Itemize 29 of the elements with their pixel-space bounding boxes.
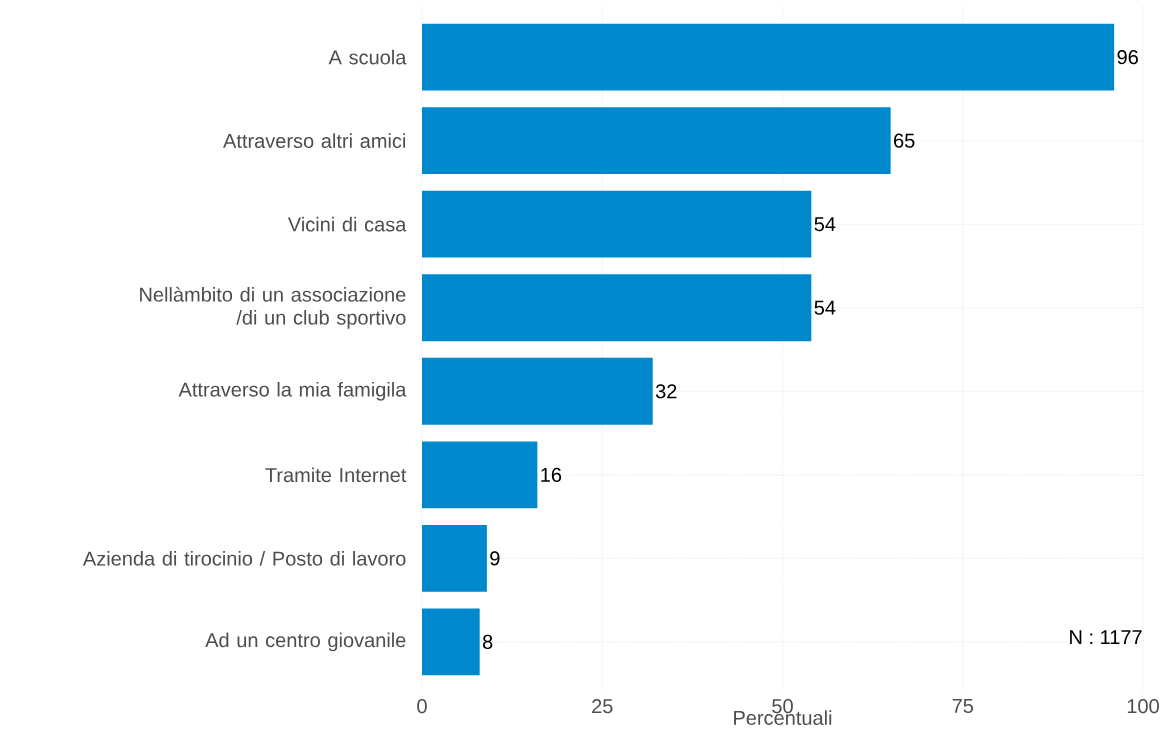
bar: [422, 441, 538, 509]
y-tick-label: A scuola: [328, 49, 407, 65]
data-label: 65: [894, 133, 915, 148]
bar: [422, 107, 891, 175]
data-label: 16: [541, 467, 562, 482]
data-label: 9: [490, 551, 500, 566]
data-label: 32: [655, 384, 677, 399]
bar: [422, 190, 812, 258]
y-tick-label: Tramite Internet: [265, 467, 407, 483]
data-label: 54: [814, 217, 836, 232]
annotation: N : 1177: [1070, 630, 1142, 645]
y-tick-label: Attraverso la mia famigila: [178, 381, 407, 401]
y-tick-label: Ad un centro giovanile: [205, 632, 406, 652]
x-tick-label: 0: [417, 699, 427, 714]
y-tick-label: Attraverso altri amici: [223, 133, 406, 149]
bar: [422, 274, 812, 342]
data-label: 54: [814, 300, 836, 315]
data-label: 8: [482, 634, 493, 649]
y-tick-label: Vicini di casa: [287, 216, 407, 232]
bar: [422, 608, 480, 676]
y-tick-label: Nellàmbito di un associazione /di un club sportivo: [140, 286, 406, 329]
data-label: 96: [1117, 50, 1138, 65]
x-tick-label: 75: [952, 699, 974, 714]
x-tick-label: 100: [1127, 699, 1159, 714]
y-tick-label: Azienda di tirocinio / Posto di lavoro: [82, 551, 406, 566]
bar: [422, 357, 653, 425]
bar: [422, 524, 487, 592]
bar: [422, 23, 1115, 91]
x-tick-label: 25: [592, 699, 613, 714]
